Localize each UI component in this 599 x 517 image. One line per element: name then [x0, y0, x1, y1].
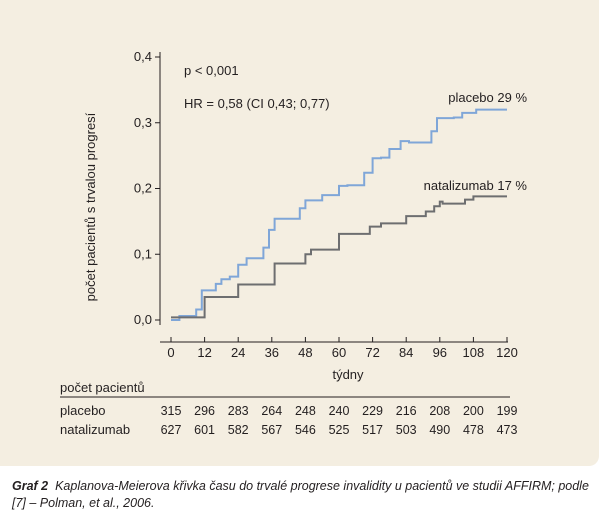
at-risk-header: počet pacientů: [60, 380, 145, 395]
at-risk-cell: 199: [497, 404, 518, 418]
x-tick-label: 48: [298, 345, 312, 360]
at-risk-cell: 248: [295, 404, 316, 418]
figure-panel: [0, 0, 599, 466]
series-line-natalizumab: [171, 195, 507, 319]
y-tick-label: 0,0: [134, 312, 152, 327]
caption-lead: Graf 2: [12, 479, 49, 493]
at-risk-cell: 315: [161, 404, 182, 418]
at-risk-cell: 208: [429, 404, 450, 418]
at-risk-cell: 264: [261, 404, 282, 418]
p-value-annotation: p < 0,001: [184, 63, 239, 78]
x-tick-label: 24: [231, 345, 245, 360]
at-risk-cell: 473: [497, 423, 518, 437]
at-risk-cell: 546: [295, 423, 316, 437]
km-chart: 0,0 0,1 0,2 0,3 0,4 0 12 24 36 48 60 72 84 96 108 120 p…: [60, 49, 528, 437]
series-line-placebo: [171, 108, 507, 321]
x-tick-label: 84: [399, 345, 413, 360]
at-risk-cell: 517: [362, 423, 383, 437]
at-risk-cell: 567: [261, 423, 282, 437]
at-risk-cell: 216: [396, 404, 417, 418]
hazard-ratio-annotation: HR = 0,58 (CI 0,43; 0,77): [184, 96, 330, 111]
x-tick-label: 120: [496, 345, 518, 360]
series-layer: [171, 108, 507, 321]
y-tick-label: 0,1: [134, 246, 152, 261]
at-risk-cell: 240: [329, 404, 350, 418]
at-risk-cell: 490: [429, 423, 450, 437]
at-risk-cell: 200: [463, 404, 484, 418]
at-risk-table: počet pacientů placebo natalizumab 315 29…: [60, 380, 517, 437]
series-label-natalizumab: natalizumab 17 %: [424, 178, 528, 193]
at-risk-row-label-natalizumab: natalizumab: [60, 422, 130, 437]
x-tick-label: 60: [332, 345, 346, 360]
at-risk-cell: 296: [194, 404, 215, 418]
at-risk-row-label-placebo: placebo: [60, 403, 106, 418]
x-tick-label: 72: [365, 345, 379, 360]
y-tick-label: 0,3: [134, 115, 152, 130]
at-risk-cell: 503: [396, 423, 417, 437]
x-tick-label: 108: [463, 345, 485, 360]
at-risk-cell: 601: [194, 423, 215, 437]
at-risk-cell: 582: [228, 423, 249, 437]
caption-text: Kaplanova-Meierova křivka času do trvalé…: [12, 479, 589, 510]
x-tick-label: 0: [167, 345, 174, 360]
at-risk-cells: 315 296 283 264 248 240 229 216 208 200 199 627 601 5…: [161, 404, 518, 437]
at-risk-cell: 525: [329, 423, 350, 437]
x-tick-label: 12: [197, 345, 211, 360]
at-risk-cell: 478: [463, 423, 484, 437]
x-tick-label: 36: [265, 345, 279, 360]
at-risk-cell: 283: [228, 404, 249, 418]
series-label-placebo: placebo 29 %: [448, 90, 527, 105]
chart-axes: 0,0 0,1 0,2 0,3 0,4 0 12 24 36 48 60 72 84 96 108 120: [134, 49, 518, 360]
y-tick-label: 0,2: [134, 181, 152, 196]
x-tick-label: 96: [433, 345, 447, 360]
y-axis-title: počet pacientů s trvalou progresí: [83, 112, 98, 301]
at-risk-cell: 627: [161, 423, 182, 437]
y-tick-label: 0,4: [134, 49, 152, 64]
x-axis-title: týdny: [332, 367, 364, 382]
figure-caption: Graf 2 Kaplanova-Meierova křivka času do…: [12, 478, 592, 512]
at-risk-cell: 229: [362, 404, 383, 418]
